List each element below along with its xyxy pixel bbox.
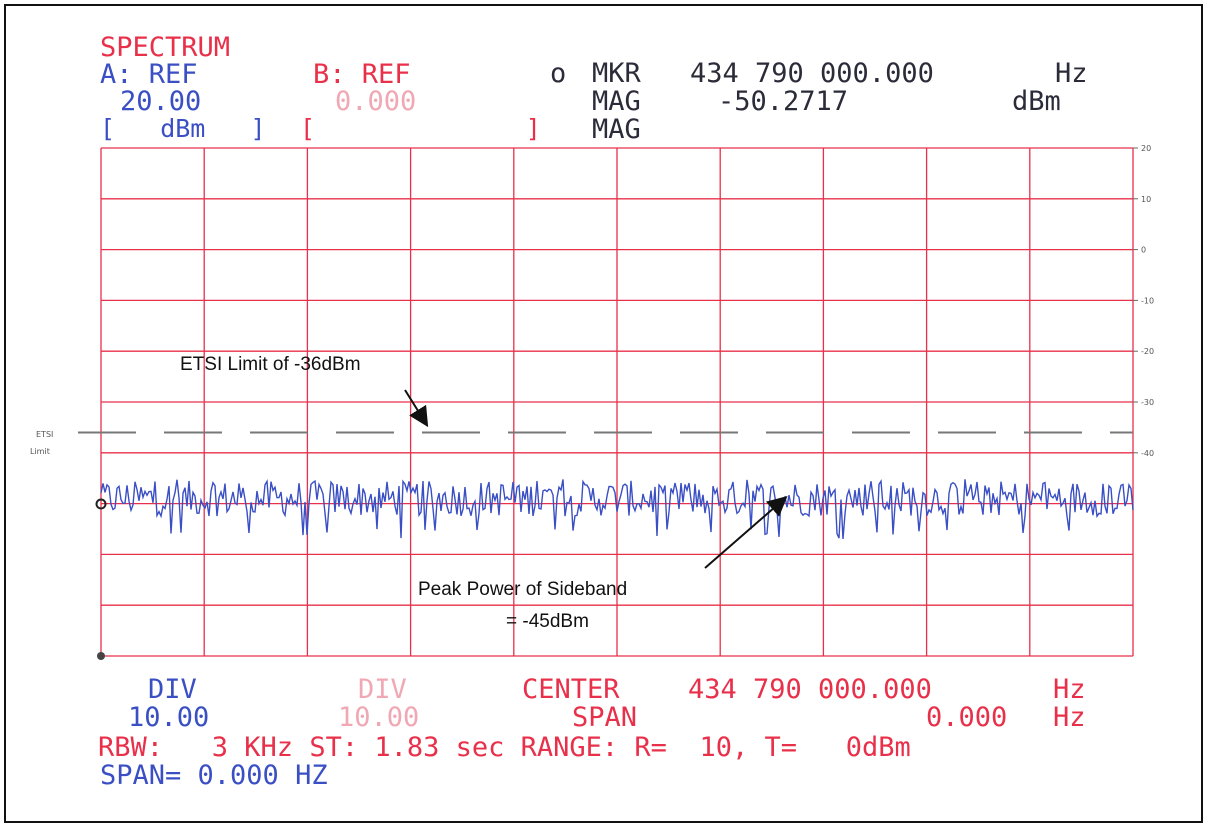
b-div-value: 10.00 [338, 702, 420, 733]
y-tick-label: -10 [1141, 296, 1154, 305]
a-div-label: DIV [148, 674, 197, 705]
a-unit-bracket: [ dBm ] [100, 114, 266, 143]
y-tick-label: -30 [1141, 398, 1154, 407]
peak-arrow [704, 496, 788, 569]
center-label: CENTER [522, 674, 620, 705]
ref-marker-a [95, 498, 107, 510]
span-unit: Hz [1053, 702, 1086, 733]
y-tick-label: 10 [1141, 195, 1151, 204]
limit-side-label: Limit [30, 447, 50, 456]
span-label: SPAN [572, 702, 638, 733]
peak-power-annotation: Peak Power of Sideband [418, 579, 628, 600]
etsi-arrow [404, 389, 429, 428]
center-unit: Hz [1053, 674, 1086, 705]
center-frequency: 434 790 000.000 [688, 674, 932, 705]
marker-symbol: o [550, 58, 567, 89]
a-ref-label: A: REF [100, 59, 198, 90]
peak-power-value: = -45dBm [506, 611, 589, 632]
mkr-frequency-unit: Hz [1055, 58, 1088, 89]
a-ref-value: 20.00 [120, 86, 202, 117]
a-div-value: 10.00 [128, 702, 210, 733]
y-tick-label: 0 [1141, 246, 1146, 255]
y-tick-labels: 20 10 0 -10 -20 -30 -40 [1133, 144, 1154, 458]
y-tick-label: -20 [1141, 347, 1154, 356]
ref-marker-b [97, 652, 105, 660]
span-value: 0.000 [926, 702, 1008, 733]
noise-trace [100, 478, 1134, 540]
mag-label-2: MAG [592, 114, 641, 145]
mkr-frequency: 434 790 000.000 [690, 58, 934, 89]
mag-label: MAG [592, 86, 641, 117]
rbw-status-line: RBW: 3 KHz ST: 1.83 sec RANGE: R= 10, T=… [98, 732, 911, 763]
etsi-side-label: ETSI [36, 430, 54, 439]
etsi-limit-annotation: ETSI Limit of -36dBm [180, 354, 361, 375]
span-status-line: SPAN= 0.000 HZ [100, 760, 328, 791]
b-unit-bracket: [ ] [300, 114, 541, 143]
mag-value: -50.2717 [718, 86, 849, 117]
mkr-label: MKR [592, 58, 641, 89]
plot-grid [100, 147, 1134, 657]
y-tick-label: 20 [1141, 144, 1151, 153]
mag-unit: dBm [1012, 86, 1061, 117]
y-tick-label: -40 [1141, 449, 1154, 458]
b-div-label: DIV [358, 674, 407, 705]
b-ref-label: B: REF [313, 59, 411, 90]
b-ref-value: 0.000 [335, 86, 417, 117]
spectrum-title: SPECTRUM [100, 32, 231, 63]
